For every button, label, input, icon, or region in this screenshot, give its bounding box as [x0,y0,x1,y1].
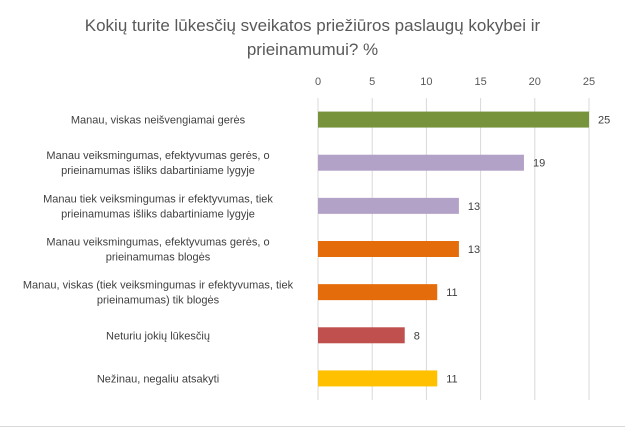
category-label: Manau veiksmingumas, efektyvumas gerės, … [46,237,269,264]
category-label: Nežinau, negaliu atsakyti [97,373,219,385]
category-label: Manau veiksmingumas, efektyvumas gerės, … [46,150,269,177]
x-tick-label: 15 [474,76,486,88]
x-tick-label: 25 [583,76,595,88]
bar [318,284,438,301]
data-label: 8 [414,330,420,342]
x-tick-label: 5 [369,76,375,88]
bar [318,111,589,128]
x-tick-label: 20 [529,76,541,88]
data-label: 11 [446,373,457,385]
data-label: 25 [598,115,610,127]
data-label: 13 [468,201,480,213]
category-label: Manau tiek veiksmingumas ir efektyvumas,… [43,193,273,220]
bar [318,241,459,257]
category-label: Neturiu jokių lūkesčių [106,330,210,342]
data-label: 13 [468,244,480,256]
chart-title: Kokių turite lūkesčių sveikatos priežiūr… [40,14,585,62]
chart-title-line-2: prieinamumui? % [246,40,379,59]
data-label: 11 [446,287,457,299]
bar [318,327,405,344]
category-label: Manau, viskas (tiek veiksmingumas ir efe… [23,280,294,307]
x-tick-label: 0 [315,76,321,88]
category-label: Manau, viskas neišvengiamai gerės [71,115,246,127]
bar [318,370,438,387]
bar [318,197,459,214]
x-tick-label: 10 [420,76,432,88]
chart-title-line-1: Kokių turite lūkesčių sveikatos priežiūr… [84,16,541,35]
bar [318,154,524,171]
data-label: 19 [533,158,545,170]
